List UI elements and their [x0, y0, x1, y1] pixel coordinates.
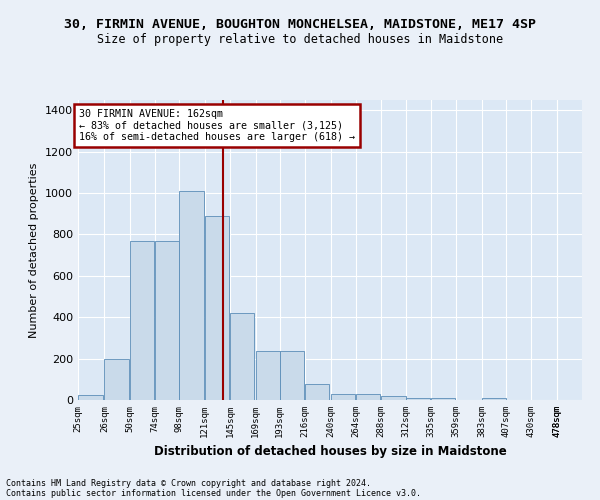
- Bar: [78, 396, 103, 400]
- Bar: [230, 313, 254, 400]
- Bar: [305, 384, 329, 400]
- Bar: [104, 358, 129, 400]
- Bar: [406, 398, 430, 400]
- Text: 30, FIRMIN AVENUE, BOUGHTON MONCHELSEA, MAIDSTONE, ME17 4SP: 30, FIRMIN AVENUE, BOUGHTON MONCHELSEA, …: [64, 18, 536, 30]
- Bar: [331, 394, 355, 400]
- Bar: [280, 352, 304, 400]
- Bar: [356, 394, 380, 400]
- X-axis label: Distribution of detached houses by size in Maidstone: Distribution of detached houses by size …: [154, 446, 506, 458]
- Bar: [431, 398, 455, 400]
- Text: 30 FIRMIN AVENUE: 162sqm
← 83% of detached houses are smaller (3,125)
16% of sem: 30 FIRMIN AVENUE: 162sqm ← 83% of detach…: [79, 109, 355, 142]
- Bar: [256, 352, 280, 400]
- Bar: [381, 396, 406, 400]
- Bar: [205, 216, 229, 400]
- Text: Contains HM Land Registry data © Crown copyright and database right 2024.: Contains HM Land Registry data © Crown c…: [6, 478, 371, 488]
- Bar: [482, 398, 506, 400]
- Bar: [130, 240, 154, 400]
- Bar: [155, 240, 179, 400]
- Y-axis label: Number of detached properties: Number of detached properties: [29, 162, 40, 338]
- Bar: [179, 191, 204, 400]
- Text: Contains public sector information licensed under the Open Government Licence v3: Contains public sector information licen…: [6, 488, 421, 498]
- Text: Size of property relative to detached houses in Maidstone: Size of property relative to detached ho…: [97, 32, 503, 46]
